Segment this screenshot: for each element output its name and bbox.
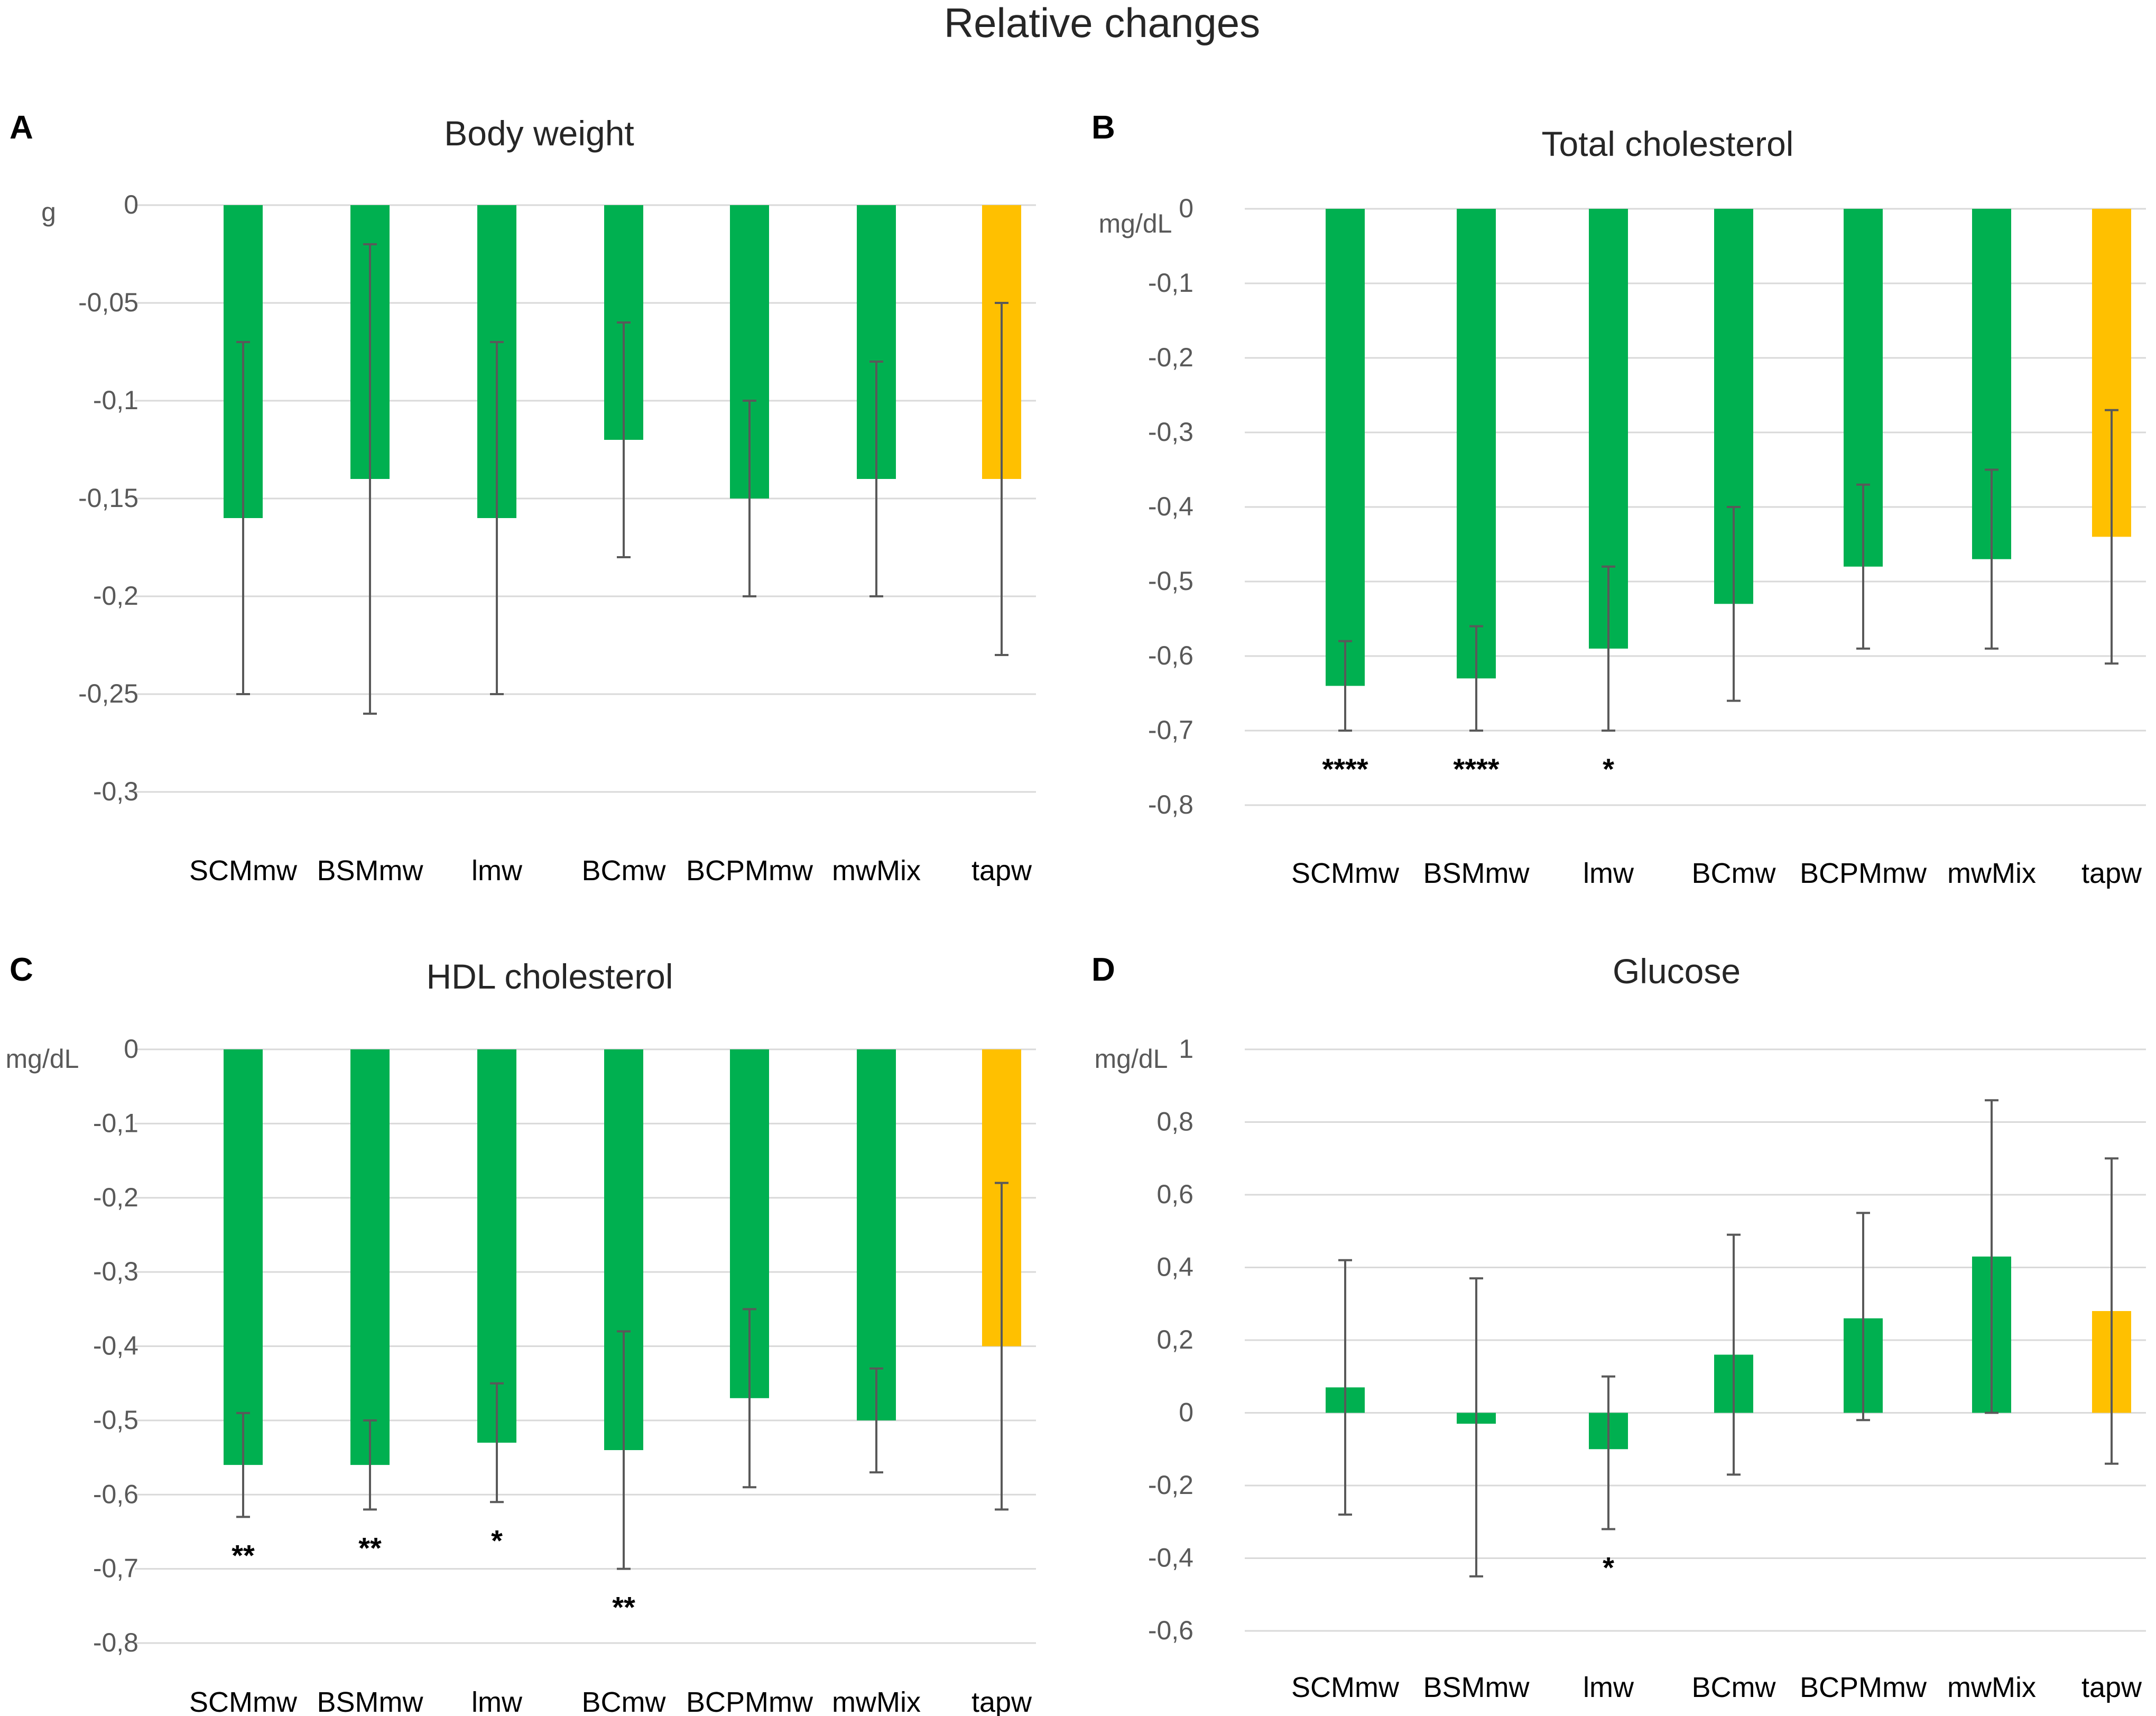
panel-b-category-label-tapw: tapw xyxy=(2081,857,2142,889)
figure-title: Relative changes xyxy=(944,0,1260,46)
panel-d-category-label-lmw: lmw xyxy=(1583,1672,1634,1703)
panel-c-y-tick-label: -0,5 xyxy=(93,1405,138,1435)
panel-a-title: Body weight xyxy=(444,114,634,153)
panel-c-category-label-BCmw: BCmw xyxy=(582,1686,667,1716)
panel-d-category-label-BSMmw: BSMmw xyxy=(1423,1672,1530,1703)
panel-b-letter: B xyxy=(1091,109,1115,146)
panel-b-bar-BSMmw xyxy=(1457,209,1496,679)
panel-b-y-tick-label: -0,3 xyxy=(1148,417,1193,447)
panel-d-category-label-BCPMmw: BCPMmw xyxy=(1800,1672,1927,1703)
panel-d-y-tick-label: 0,4 xyxy=(1156,1252,1193,1282)
panel-b-y-tick-label: -0,1 xyxy=(1148,268,1193,298)
panel-b-category-label-mwMix: mwMix xyxy=(1947,857,2036,889)
panel-c-bar-BSMmw xyxy=(350,1049,390,1465)
panel-c-y-tick-label: 0 xyxy=(124,1034,138,1064)
panel-d-y-tick-label: -0,4 xyxy=(1148,1543,1193,1573)
panel-a-y-unit: g xyxy=(41,197,56,227)
panel-b-y-tick-label: 0 xyxy=(1179,193,1193,223)
panel-c-y-tick-label: -0,3 xyxy=(93,1257,138,1286)
panel-a-y-tick-label: -0,25 xyxy=(78,679,138,708)
panel-d-significance-lmw: * xyxy=(1603,1551,1614,1584)
panel-b-category-label-SCMmw: SCMmw xyxy=(1291,857,1400,889)
panel-b-significance-lmw: * xyxy=(1603,752,1614,786)
panel-a-y-tick-label: -0,2 xyxy=(93,581,138,611)
panel-d-y-tick-label: 1 xyxy=(1179,1034,1193,1064)
panel-c-y-tick-label: -0,1 xyxy=(93,1108,138,1138)
panel-c-y-unit: mg/dL xyxy=(6,1044,79,1074)
panel-b-significance-SCMmw: **** xyxy=(1322,752,1368,786)
panel-c-y-tick-label: -0,2 xyxy=(93,1183,138,1212)
panel-b-y-tick-label: -0,5 xyxy=(1148,566,1193,596)
panel-d-y-tick-label: -0,6 xyxy=(1148,1616,1193,1645)
panel-d-y-tick-label: -0,2 xyxy=(1148,1470,1193,1500)
panel-b-bar-SCMmw xyxy=(1326,209,1365,686)
panel-c-bar-mwMix xyxy=(857,1049,896,1420)
panel-c-letter: C xyxy=(10,952,33,988)
panel-c-significance-lmw: * xyxy=(491,1524,503,1557)
panels: A Body weight g 0 -0,05 -0,1 -0,15 -0,2 -0,25 -0,… xyxy=(6,109,2146,1716)
panel-b-y-tick-label: -0,8 xyxy=(1148,790,1193,819)
panel-c-category-label-lmw: lmw xyxy=(471,1686,523,1716)
panel-a-y-tick-label: -0,1 xyxy=(93,385,138,415)
panel-a-category-label-BCmw: BCmw xyxy=(582,855,667,887)
panel-a: A Body weight g 0 -0,05 -0,1 -0,15 -0,2 -0,25 -0,… xyxy=(10,109,1036,887)
panel-b-y-tick-label: -0,4 xyxy=(1148,492,1193,521)
panel-b-category-label-lmw: lmw xyxy=(1583,857,1634,889)
panel-a-category-label-BCPMmw: BCPMmw xyxy=(686,855,813,887)
panel-a-category-label-lmw: lmw xyxy=(471,855,523,887)
panel-d-title: Glucose xyxy=(1613,952,1741,991)
panel-c-y-tick-label: -0,6 xyxy=(93,1479,138,1509)
panel-a-category-label-tapw: tapw xyxy=(971,855,1032,887)
panel-a-category-label-SCMmw: SCMmw xyxy=(189,855,298,887)
panel-d-y-tick-label: 0,6 xyxy=(1156,1179,1193,1209)
panel-c-significance-BCmw: ** xyxy=(612,1591,635,1624)
panel-d-y-tick-label: 0 xyxy=(1179,1398,1193,1427)
panel-c-bar-SCMmw xyxy=(224,1049,263,1465)
panel-d-category-label-BCmw: BCmw xyxy=(1692,1672,1776,1703)
panel-a-category-label-mwMix: mwMix xyxy=(832,855,921,887)
panel-b: B Total cholesterol mg/dL0 -0,1 -0,2 -0,3 -0,4… xyxy=(1091,109,2146,889)
panel-b-category-label-BCmw: BCmw xyxy=(1692,857,1776,889)
panel-c-category-label-SCMmw: SCMmw xyxy=(189,1686,298,1716)
panel-c-bar-lmw xyxy=(477,1049,516,1443)
panel-b-y-tick-label: -0,6 xyxy=(1148,641,1193,670)
panel-a-y-tick-label: -0,3 xyxy=(93,777,138,806)
panel-c-category-label-tapw: tapw xyxy=(971,1686,1032,1716)
panel-b-y-tick-label: -0,2 xyxy=(1148,343,1193,372)
panel-c-significance-SCMmw: ** xyxy=(232,1538,255,1572)
panel-a-y-tick-label: -0,05 xyxy=(78,288,138,317)
panel-d-category-label-mwMix: mwMix xyxy=(1947,1672,2036,1703)
panel-b-category-label-BSMmw: BSMmw xyxy=(1423,857,1530,889)
panel-c-category-label-BSMmw: BSMmw xyxy=(317,1686,424,1716)
panel-a-y-tick-label: -0,15 xyxy=(78,483,138,513)
panel-d-y-tick-label: 0,2 xyxy=(1156,1325,1193,1354)
panel-c-title: HDL cholesterol xyxy=(426,957,673,996)
panel-c-category-label-BCPMmw: BCPMmw xyxy=(686,1686,813,1716)
panel-c-y-tick-label: -0,8 xyxy=(93,1628,138,1657)
panel-c-significance-BSMmw: ** xyxy=(358,1531,382,1564)
panel-d-category-label-tapw: tapw xyxy=(2081,1672,2142,1703)
panel-c-category-label-mwMix: mwMix xyxy=(832,1686,921,1716)
panel-d-letter: D xyxy=(1091,952,1115,988)
panel-a-category-label-BSMmw: BSMmw xyxy=(317,855,424,887)
panel-d-category-label-SCMmw: SCMmw xyxy=(1291,1672,1400,1703)
panel-c-y-tick-label: -0,7 xyxy=(93,1554,138,1583)
panel-a-y-tick-label: 0 xyxy=(124,190,138,219)
panel-d: D Glucose mg/dL 1 0,8 0,6 0,4 0,2 0 -0,2 -0,4 -0,6 S… xyxy=(1091,952,2146,1703)
panel-b-y-unit: mg/dL xyxy=(1099,209,1172,238)
panel-b-y-tick-label: -0,7 xyxy=(1148,715,1193,745)
panel-d-y-unit: mg/dL xyxy=(1095,1044,1168,1074)
panel-b-category-label-BCPMmw: BCPMmw xyxy=(1800,857,1927,889)
panel-b-title: Total cholesterol xyxy=(1542,124,1794,163)
panel-c: C HDL cholesterol mg/dL 0 -0,1 -0,2 -0,3 -0,4 -0… xyxy=(6,952,1036,1716)
panel-b-significance-BSMmw: **** xyxy=(1453,752,1499,786)
panel-a-letter: A xyxy=(10,109,33,146)
panel-c-y-tick-label: -0,4 xyxy=(93,1331,138,1361)
panel-d-y-tick-label: 0,8 xyxy=(1156,1107,1193,1137)
